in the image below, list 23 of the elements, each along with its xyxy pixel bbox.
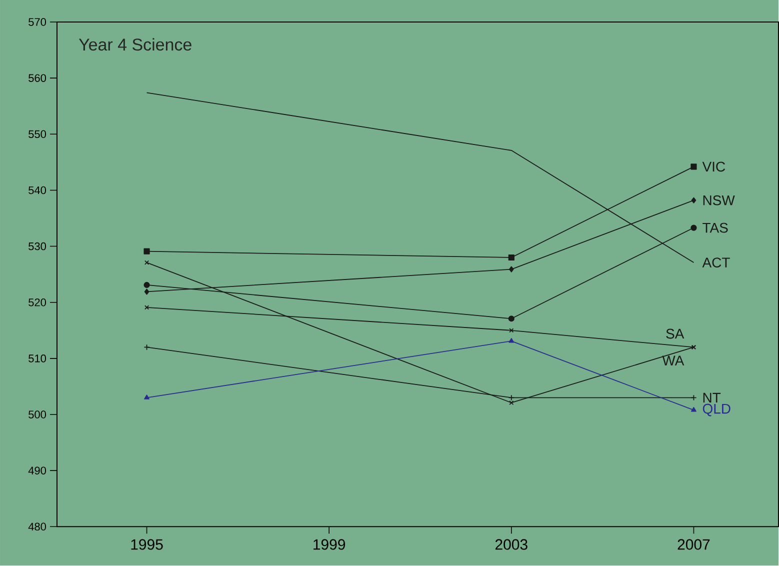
y-tick-label: 510	[28, 354, 46, 363]
series-label: NSW	[703, 196, 735, 206]
y-tick-label: 550	[28, 130, 46, 138]
y-tick-label: 530	[28, 242, 46, 250]
x-tick-label: 2003	[495, 539, 528, 550]
y-tick-label: 520	[28, 298, 46, 306]
series-label: TAS	[702, 223, 728, 233]
x-tick-label: 1999	[314, 539, 346, 550]
x-tick-label: 2007	[678, 539, 710, 550]
series-label: WA	[662, 356, 684, 366]
y-tick-label: 490	[28, 466, 46, 475]
text: Year 4 Science	[78, 38, 192, 51]
y-tick-label: 570	[28, 18, 46, 26]
y-tick-label: 480	[28, 522, 46, 531]
series-label: SA	[666, 328, 684, 339]
y-tick-label: 540	[28, 186, 46, 194]
y-tick-label: 560	[28, 74, 46, 82]
series-label: NT	[703, 393, 721, 403]
series-label: ACT	[702, 258, 730, 268]
series-label: VIC	[702, 162, 726, 172]
series-label: QLD	[702, 404, 730, 416]
x-tick-label: 1995	[131, 539, 163, 550]
y-tick-label: 500	[28, 410, 46, 419]
